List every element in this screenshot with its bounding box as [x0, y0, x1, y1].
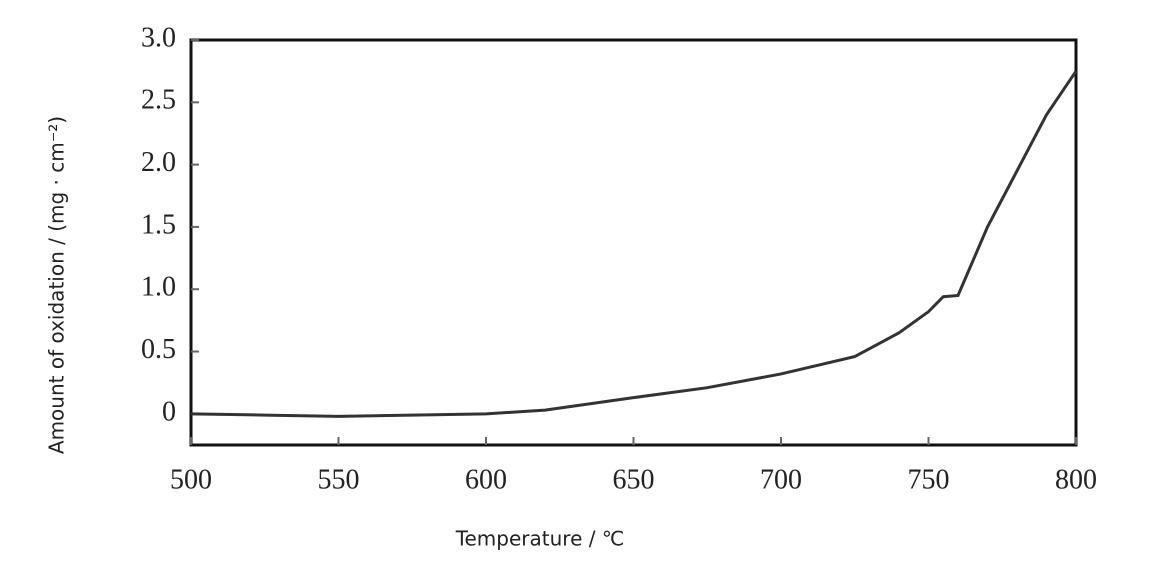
x-tick-label: 550 — [318, 464, 360, 495]
x-tick-label: 700 — [760, 464, 802, 495]
x-axis-label: Temperature / ℃ — [455, 527, 625, 551]
y-tick-label: 2.0 — [141, 147, 176, 178]
y-tick-label: 1.5 — [141, 209, 176, 240]
y-tick-label: 1.0 — [141, 272, 176, 303]
x-tick-label: 650 — [613, 464, 655, 495]
data-line — [190, 70, 1078, 418]
y-tick-label: 0.5 — [141, 334, 176, 365]
y-tick-label: 2.5 — [141, 85, 176, 116]
x-tick-label: 600 — [465, 464, 507, 495]
y-tick-label: 0 — [162, 396, 176, 427]
y-axis-label: Amount of oxidation / (mg · cm⁻²) — [45, 116, 69, 454]
x-tick-label: 500 — [170, 464, 212, 495]
plot-frame — [189, 38, 1078, 447]
y-tick-label: 3.0 — [141, 22, 176, 53]
x-tick-label: 800 — [1055, 464, 1097, 495]
x-tick-label: 750 — [908, 464, 950, 495]
